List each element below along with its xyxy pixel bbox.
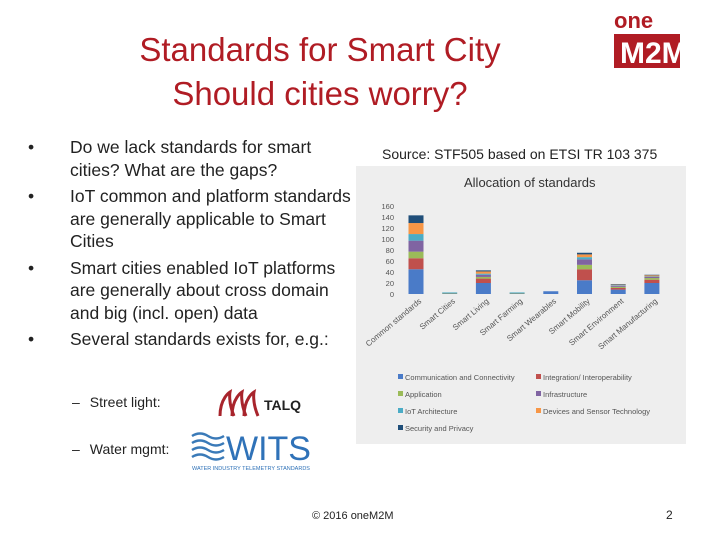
title-line-2: Should cities worry? xyxy=(172,75,468,112)
slide-title: Standards for Smart City Should cities w… xyxy=(60,28,580,116)
bar-segment xyxy=(408,240,424,252)
bar-segment xyxy=(644,276,660,279)
bar-segment xyxy=(442,293,458,294)
bar-segment xyxy=(644,275,660,277)
bar-segment xyxy=(475,283,491,294)
bar-segment xyxy=(577,269,592,281)
y-tick-label: 40 xyxy=(386,268,394,277)
chart-title: Allocation of standards xyxy=(464,175,596,190)
bar-segment xyxy=(475,274,491,277)
bar-segment xyxy=(442,292,458,294)
page-number: 2 xyxy=(666,508,673,522)
legend-label: Security and Privacy xyxy=(405,424,474,433)
chart-source: Source: STF505 based on ETSI TR 103 375 xyxy=(382,146,658,162)
legend-swatch xyxy=(536,374,541,379)
bar-segment xyxy=(408,251,424,259)
bullet-list: • Do we lack standards for smart cities? … xyxy=(26,136,354,355)
bar-segment xyxy=(577,254,592,258)
legend-label: Infrastructure xyxy=(543,390,587,399)
bullet-text: Do we lack standards for smart cities? W… xyxy=(70,137,312,180)
bar-segment xyxy=(408,269,424,294)
bullet-item: • Several standards exists for, e.g.: xyxy=(28,329,329,349)
allocation-chart: Allocation of standards 160 140 120 100 80 60… xyxy=(364,175,660,433)
legend-label: Integration/ Interoperability xyxy=(543,373,632,382)
y-tick-label: 100 xyxy=(381,235,394,244)
y-tick-label: 60 xyxy=(386,257,394,266)
y-tick-label: 20 xyxy=(386,279,394,288)
y-tick-label: 140 xyxy=(381,213,394,222)
bar-segment xyxy=(475,271,491,274)
x-tick-label: Common standards xyxy=(364,297,423,349)
street-light-label: Street light: xyxy=(89,394,161,410)
bar-segment xyxy=(442,292,458,293)
bar-segment xyxy=(610,284,626,286)
bar-segment xyxy=(577,259,592,265)
bar-segment xyxy=(610,285,626,286)
bar-segment xyxy=(644,279,660,283)
bar-segment xyxy=(475,273,491,275)
bar-segment xyxy=(644,278,660,280)
wits-caption: WATER INDUSTRY TELEMETRY STANDARDS xyxy=(192,466,310,472)
bullet-item: • IoT common and platform standards are g… xyxy=(28,186,351,251)
bar-segment xyxy=(543,291,559,294)
legend-label: Communication and Connectivity xyxy=(405,373,515,382)
onem2m-logo: one M2M xyxy=(614,8,682,70)
water-mgmt-label: Water mgmt: xyxy=(89,441,170,457)
bar-segment xyxy=(577,252,592,255)
bar-segment xyxy=(408,223,424,235)
bar-segment xyxy=(408,215,424,224)
footer-copyright: © 2016 oneM2M xyxy=(312,510,394,522)
y-tick-label: 0 xyxy=(390,290,394,299)
sub-bullet-water-mgmt: – Water mgmt: xyxy=(72,441,170,457)
legend-swatch xyxy=(398,425,403,430)
legend-label: IoT Architecture xyxy=(405,407,457,416)
legend-swatch xyxy=(536,391,541,396)
y-tick-label: 120 xyxy=(381,224,394,233)
bar-segment xyxy=(577,280,592,294)
wits-logo: WITS WATER INDUSTRY TELEMETRY STANDARDS xyxy=(191,430,311,472)
legend-label: Application xyxy=(405,390,442,399)
bar-segment xyxy=(610,287,626,290)
legend-swatch xyxy=(398,374,403,379)
legend-swatch xyxy=(398,408,403,413)
bar-segment xyxy=(644,274,660,276)
svg-text:M2M: M2M xyxy=(620,37,682,70)
bar-segment xyxy=(610,284,626,285)
y-tick-label: 160 xyxy=(381,202,394,211)
bar-segment xyxy=(610,289,626,294)
bar-segment xyxy=(408,258,424,270)
bar-segment xyxy=(408,234,424,241)
legend-swatch xyxy=(398,391,403,396)
x-tick-label: Smart Manufacturing xyxy=(597,297,660,352)
bullet-text: Several standards exists for, e.g.: xyxy=(70,329,329,349)
talq-logo: TALQ xyxy=(218,388,301,417)
bar-segment xyxy=(475,276,491,279)
y-tick-label: 80 xyxy=(386,246,394,255)
bullet-item: • Do we lack standards for smart cities? … xyxy=(28,137,312,180)
bullet-text: Smart cities enabled IoT platforms are g… xyxy=(70,257,336,323)
bullet-item: • Smart cities enabled IoT platforms are … xyxy=(28,257,336,323)
sub-bullet-street-light: – Street light: xyxy=(72,394,161,410)
bar-segment xyxy=(610,286,626,288)
svg-text:one: one xyxy=(614,8,653,33)
bar-segment xyxy=(577,264,592,270)
chart-panel: Allocation of standards 160 140 120 100 80 60… xyxy=(356,166,686,444)
talq-text: TALQ xyxy=(264,397,301,413)
bar-segment xyxy=(509,293,525,294)
wits-text: WITS xyxy=(226,430,311,468)
title-line-1: Standards for Smart City xyxy=(139,31,501,68)
bar-segment xyxy=(644,283,660,294)
bar-segment xyxy=(509,292,525,293)
bar-segment xyxy=(475,278,491,283)
legend-label: Devices and Sensor Technology xyxy=(543,407,650,416)
bar-segment xyxy=(577,257,592,260)
bar-segment xyxy=(644,276,660,277)
bar-segment xyxy=(610,285,626,287)
bar-segment xyxy=(475,270,491,272)
bar-segment xyxy=(509,292,525,294)
legend-swatch xyxy=(536,408,541,413)
bullet-text: IoT common and platform standards are ge… xyxy=(70,186,351,251)
